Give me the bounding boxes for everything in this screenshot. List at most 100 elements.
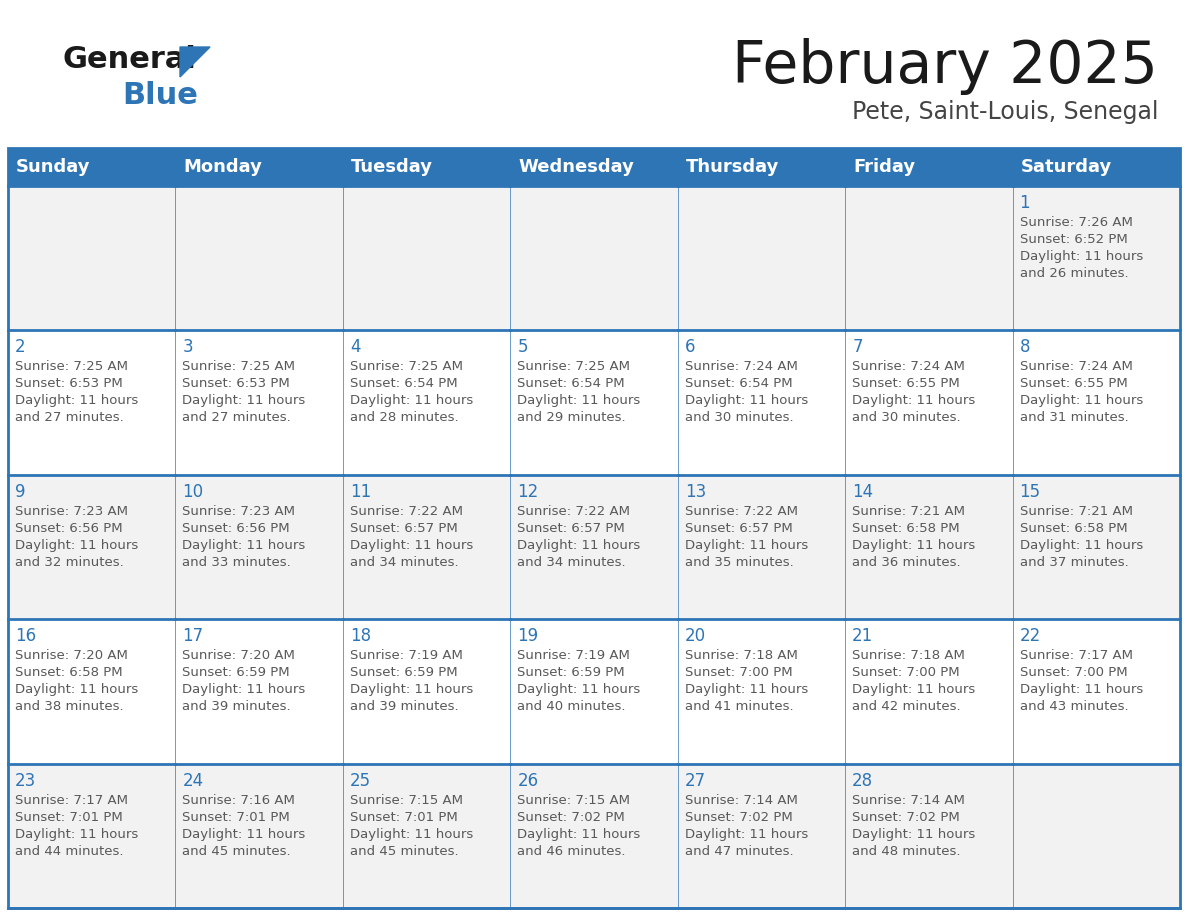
Text: Daylight: 11 hours: Daylight: 11 hours	[349, 539, 473, 552]
Text: and 30 minutes.: and 30 minutes.	[852, 411, 961, 424]
Text: and 27 minutes.: and 27 minutes.	[15, 411, 124, 424]
Text: 1: 1	[1019, 194, 1030, 212]
Text: Sunrise: 7:23 AM: Sunrise: 7:23 AM	[15, 505, 128, 518]
Text: and 42 minutes.: and 42 minutes.	[852, 700, 961, 713]
Text: and 33 minutes.: and 33 minutes.	[183, 555, 291, 569]
Text: Sunset: 6:57 PM: Sunset: 6:57 PM	[517, 521, 625, 535]
Text: 6: 6	[684, 339, 695, 356]
Text: Sunset: 6:54 PM: Sunset: 6:54 PM	[684, 377, 792, 390]
Bar	[343, 475, 511, 620]
Text: Sunrise: 7:16 AM: Sunrise: 7:16 AM	[183, 793, 296, 807]
Text: and 27 minutes.: and 27 minutes.	[183, 411, 291, 424]
Text: Sunrise: 7:26 AM: Sunrise: 7:26 AM	[1019, 216, 1132, 229]
Text: 12: 12	[517, 483, 538, 501]
Bar	[8, 186, 176, 330]
Text: Daylight: 11 hours: Daylight: 11 hours	[15, 539, 138, 552]
Text: Daylight: 11 hours: Daylight: 11 hours	[15, 395, 138, 408]
Text: and 39 minutes.: and 39 minutes.	[183, 700, 291, 713]
Text: Daylight: 11 hours: Daylight: 11 hours	[349, 828, 473, 841]
Text: Sunrise: 7:21 AM: Sunrise: 7:21 AM	[1019, 505, 1132, 518]
Bar	[677, 475, 845, 620]
Bar	[1012, 186, 1180, 330]
Text: and 40 minutes.: and 40 minutes.	[517, 700, 626, 713]
Bar	[845, 764, 1012, 908]
Text: Sunset: 6:52 PM: Sunset: 6:52 PM	[1019, 233, 1127, 246]
Text: 7: 7	[852, 339, 862, 356]
Text: 13: 13	[684, 483, 706, 501]
Text: Sunrise: 7:20 AM: Sunrise: 7:20 AM	[183, 649, 296, 662]
Bar	[343, 330, 511, 475]
Text: Daylight: 11 hours: Daylight: 11 hours	[183, 539, 305, 552]
Text: Sunset: 6:57 PM: Sunset: 6:57 PM	[684, 521, 792, 535]
Bar	[8, 148, 1180, 908]
Text: Sunset: 6:58 PM: Sunset: 6:58 PM	[15, 666, 122, 679]
Text: Sunrise: 7:18 AM: Sunrise: 7:18 AM	[684, 649, 797, 662]
Text: Sunset: 7:02 PM: Sunset: 7:02 PM	[852, 811, 960, 823]
Text: Sunset: 7:02 PM: Sunset: 7:02 PM	[517, 811, 625, 823]
Bar	[1012, 330, 1180, 475]
Text: 11: 11	[349, 483, 371, 501]
Bar	[176, 475, 343, 620]
Text: Daylight: 11 hours: Daylight: 11 hours	[1019, 250, 1143, 263]
Text: Daylight: 11 hours: Daylight: 11 hours	[517, 683, 640, 696]
Bar	[511, 330, 677, 475]
Text: Daylight: 11 hours: Daylight: 11 hours	[852, 828, 975, 841]
Bar	[511, 764, 677, 908]
Text: Friday: Friday	[853, 158, 915, 176]
Text: Daylight: 11 hours: Daylight: 11 hours	[1019, 683, 1143, 696]
Text: Blue: Blue	[122, 81, 198, 110]
Text: Daylight: 11 hours: Daylight: 11 hours	[1019, 539, 1143, 552]
Text: and 29 minutes.: and 29 minutes.	[517, 411, 626, 424]
Text: Pete, Saint-Louis, Senegal: Pete, Saint-Louis, Senegal	[852, 100, 1158, 124]
Text: Sunset: 6:56 PM: Sunset: 6:56 PM	[183, 521, 290, 535]
Text: Daylight: 11 hours: Daylight: 11 hours	[852, 395, 975, 408]
Text: Monday: Monday	[183, 158, 263, 176]
Text: and 35 minutes.: and 35 minutes.	[684, 555, 794, 569]
Text: 17: 17	[183, 627, 203, 645]
Text: Sunrise: 7:25 AM: Sunrise: 7:25 AM	[183, 361, 296, 374]
Text: Sunset: 7:00 PM: Sunset: 7:00 PM	[852, 666, 960, 679]
Text: Sunrise: 7:15 AM: Sunrise: 7:15 AM	[517, 793, 631, 807]
Text: Sunset: 7:01 PM: Sunset: 7:01 PM	[183, 811, 290, 823]
Text: and 45 minutes.: and 45 minutes.	[349, 845, 459, 857]
Text: and 34 minutes.: and 34 minutes.	[349, 555, 459, 569]
Text: Sunrise: 7:24 AM: Sunrise: 7:24 AM	[684, 361, 797, 374]
Text: and 26 minutes.: and 26 minutes.	[1019, 267, 1129, 280]
Text: February 2025: February 2025	[732, 38, 1158, 95]
Text: and 45 minutes.: and 45 minutes.	[183, 845, 291, 857]
Text: Sunrise: 7:22 AM: Sunrise: 7:22 AM	[517, 505, 631, 518]
Bar	[845, 620, 1012, 764]
Text: and 36 minutes.: and 36 minutes.	[852, 555, 961, 569]
Text: Sunrise: 7:22 AM: Sunrise: 7:22 AM	[684, 505, 797, 518]
Text: Daylight: 11 hours: Daylight: 11 hours	[684, 539, 808, 552]
Text: Sunrise: 7:24 AM: Sunrise: 7:24 AM	[852, 361, 965, 374]
Text: Daylight: 11 hours: Daylight: 11 hours	[684, 395, 808, 408]
Text: Sunset: 7:02 PM: Sunset: 7:02 PM	[684, 811, 792, 823]
Text: Daylight: 11 hours: Daylight: 11 hours	[349, 395, 473, 408]
Bar	[8, 475, 176, 620]
Text: and 46 minutes.: and 46 minutes.	[517, 845, 626, 857]
Bar	[176, 186, 343, 330]
Text: Sunrise: 7:25 AM: Sunrise: 7:25 AM	[349, 361, 463, 374]
Text: Sunrise: 7:17 AM: Sunrise: 7:17 AM	[15, 793, 128, 807]
Text: and 31 minutes.: and 31 minutes.	[1019, 411, 1129, 424]
Bar	[8, 148, 1180, 186]
Bar	[8, 764, 176, 908]
Bar	[8, 330, 176, 475]
Text: 5: 5	[517, 339, 527, 356]
Text: Daylight: 11 hours: Daylight: 11 hours	[1019, 395, 1143, 408]
Text: Sunrise: 7:19 AM: Sunrise: 7:19 AM	[349, 649, 463, 662]
Text: Sunrise: 7:18 AM: Sunrise: 7:18 AM	[852, 649, 965, 662]
Text: 28: 28	[852, 772, 873, 789]
Text: and 48 minutes.: and 48 minutes.	[852, 845, 961, 857]
Text: 10: 10	[183, 483, 203, 501]
Text: 2: 2	[15, 339, 26, 356]
Text: Daylight: 11 hours: Daylight: 11 hours	[852, 683, 975, 696]
Text: Daylight: 11 hours: Daylight: 11 hours	[349, 683, 473, 696]
Text: Sunset: 7:01 PM: Sunset: 7:01 PM	[349, 811, 457, 823]
Text: 18: 18	[349, 627, 371, 645]
Text: 8: 8	[1019, 339, 1030, 356]
Text: and 37 minutes.: and 37 minutes.	[1019, 555, 1129, 569]
Bar	[677, 620, 845, 764]
Text: Sunset: 6:58 PM: Sunset: 6:58 PM	[852, 521, 960, 535]
